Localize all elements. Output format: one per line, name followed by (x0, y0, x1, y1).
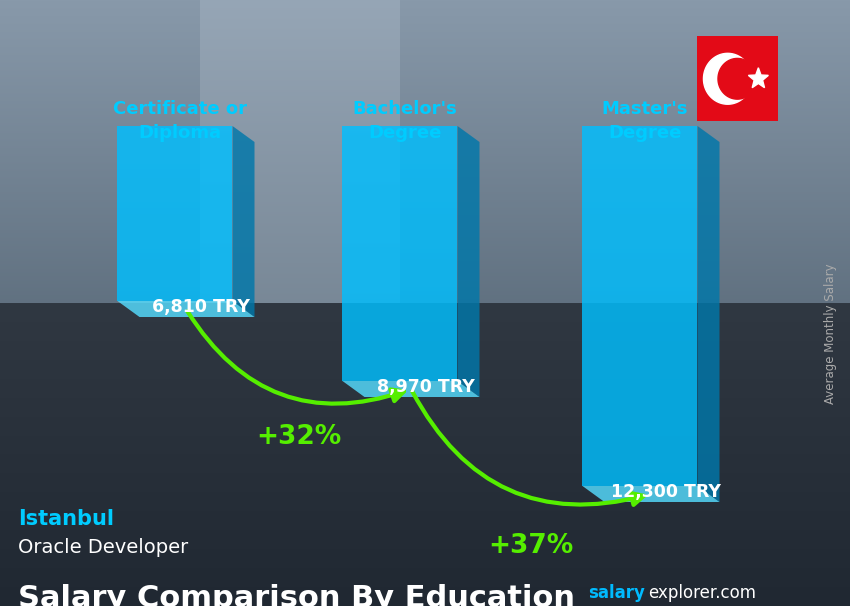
Text: 8,970 TRY: 8,970 TRY (377, 378, 475, 396)
Polygon shape (748, 68, 768, 88)
Polygon shape (457, 126, 479, 397)
Polygon shape (582, 486, 719, 502)
Polygon shape (117, 301, 254, 317)
Text: Certificate or
Diploma: Certificate or Diploma (113, 100, 247, 142)
Text: explorer.com: explorer.com (648, 584, 756, 602)
Text: Salary Comparison By Education: Salary Comparison By Education (18, 584, 575, 606)
Polygon shape (233, 126, 254, 317)
Text: 12,300 TRY: 12,300 TRY (611, 483, 721, 501)
FancyArrowPatch shape (188, 311, 404, 404)
Polygon shape (343, 126, 457, 381)
Polygon shape (704, 53, 752, 104)
Polygon shape (582, 126, 698, 486)
Text: Average Monthly Salary: Average Monthly Salary (824, 263, 837, 404)
Text: +32%: +32% (256, 424, 341, 450)
Polygon shape (718, 58, 756, 99)
FancyArrowPatch shape (412, 391, 643, 505)
Text: Oracle Developer: Oracle Developer (18, 538, 188, 557)
Text: Master's
Degree: Master's Degree (602, 100, 688, 142)
Text: salary: salary (588, 584, 645, 602)
Polygon shape (698, 126, 719, 502)
Polygon shape (343, 381, 479, 397)
Text: +37%: +37% (489, 533, 574, 559)
Polygon shape (117, 126, 233, 301)
Text: 6,810 TRY: 6,810 TRY (152, 298, 250, 316)
Text: Istanbul: Istanbul (18, 509, 114, 529)
Text: Bachelor's
Degree: Bachelor's Degree (353, 100, 457, 142)
